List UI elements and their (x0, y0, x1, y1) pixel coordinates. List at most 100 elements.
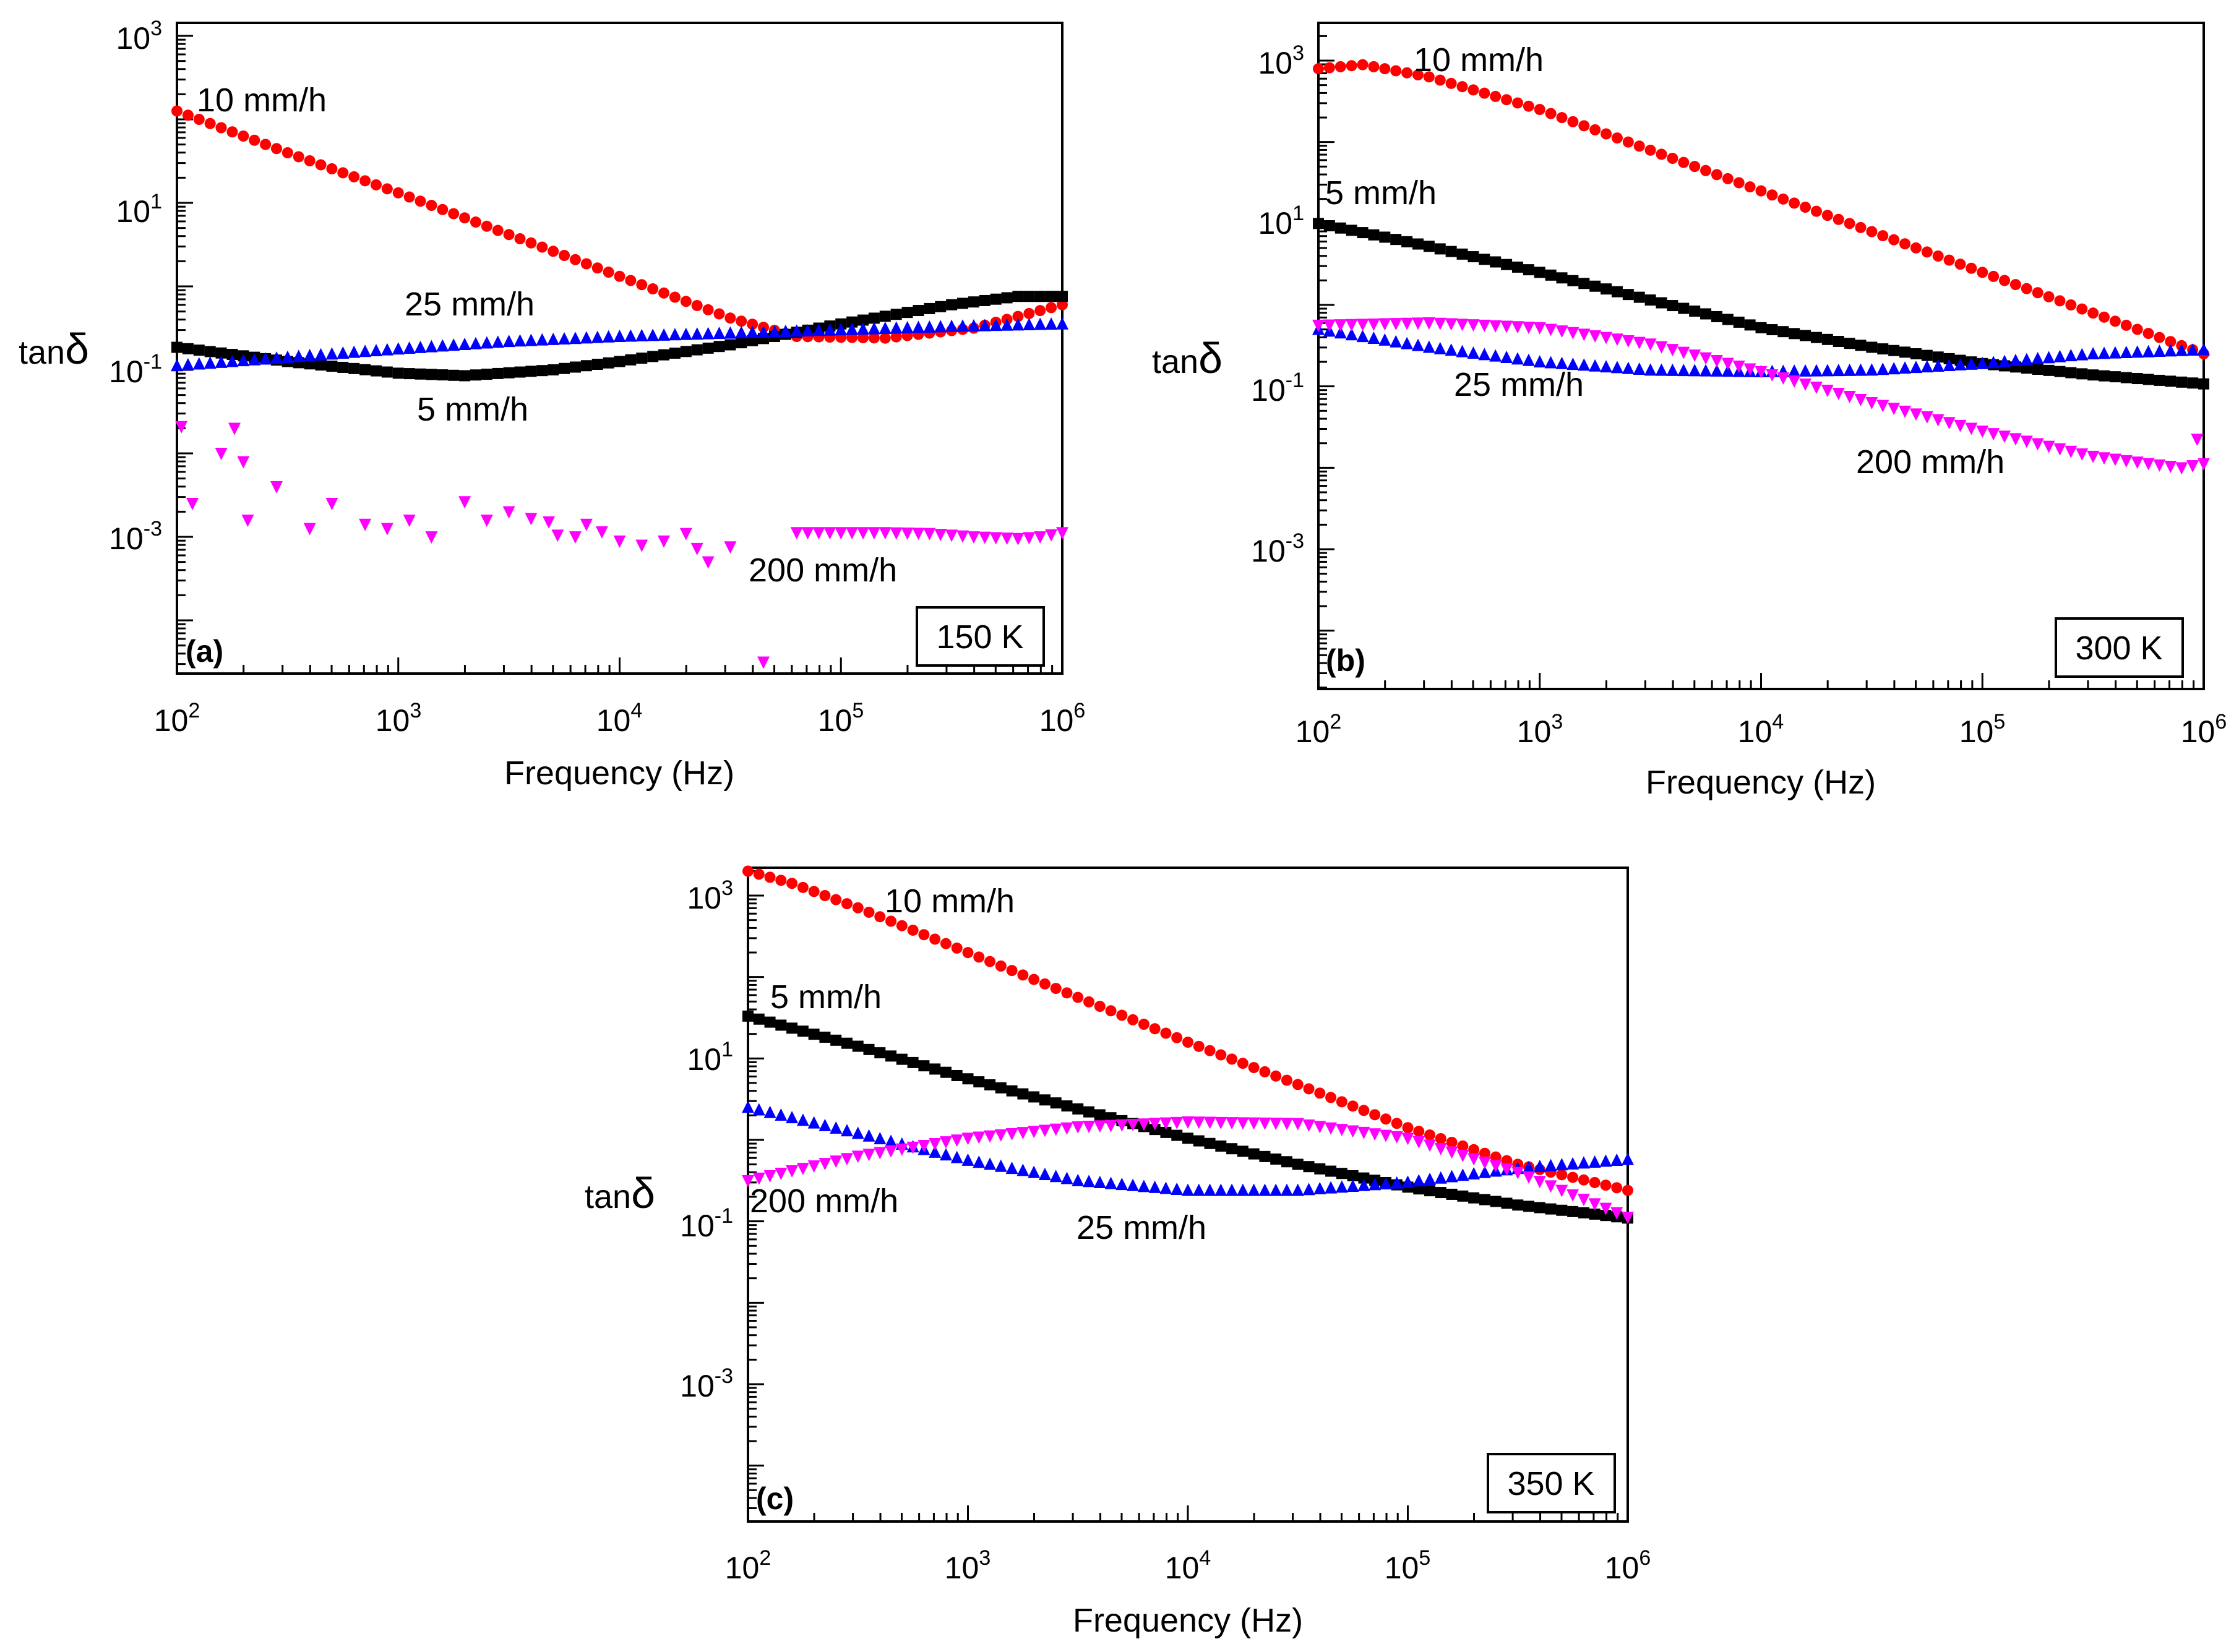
data-point-200-mm-h (1433, 317, 1446, 330)
data-point-25-mm-h (2053, 349, 2066, 362)
data-point-10-mm-h (995, 960, 1007, 972)
data-point-25-mm-h (1028, 1165, 1041, 1178)
data-point-25-mm-h (1270, 1183, 1283, 1196)
data-point-200-mm-h (1700, 352, 1712, 365)
data-point-10-mm-h (1017, 969, 1029, 981)
data-point-5-mm-h (171, 341, 183, 353)
data-point-200-mm-h (1732, 361, 1745, 374)
data-point-10-mm-h (1446, 1136, 1458, 1148)
data-point-5-mm-h (1303, 1161, 1315, 1173)
data-point-5-mm-h (995, 1082, 1007, 1093)
data-point-25-mm-h (1976, 356, 1989, 369)
data-point-10-mm-h (702, 304, 714, 315)
data-point-5-mm-h (1313, 218, 1324, 229)
data-point-25-mm-h (690, 327, 703, 340)
series-annotation: 5 mm/h (1325, 174, 1437, 212)
data-point-200-mm-h (1445, 1146, 1458, 1159)
data-point-5-mm-h (1644, 294, 1656, 306)
data-point-10-mm-h (1423, 71, 1435, 83)
data-point-10-mm-h (1578, 1174, 1589, 1186)
data-point-25-mm-h (1478, 1165, 1491, 1178)
data-point-200-mm-h (1489, 320, 1502, 333)
data-point-10-mm-h (514, 233, 526, 245)
data-point-25-mm-h (801, 323, 814, 336)
y-axis-label-c: tanδ (585, 1169, 655, 1217)
data-point-5-mm-h (1023, 291, 1035, 302)
data-point-25-mm-h (359, 345, 372, 357)
data-point-5-mm-h (901, 307, 913, 319)
data-point-25-mm-h (369, 343, 382, 356)
data-point-5-mm-h (907, 1056, 919, 1068)
data-point-200-mm-h (1171, 1116, 1184, 1129)
temperature-label-c: 350 K (1507, 1465, 1594, 1502)
data-point-200-mm-h (967, 531, 980, 544)
data-point-25-mm-h (226, 354, 239, 367)
data-point-10-mm-h (1744, 181, 1756, 193)
data-point-10-mm-h (503, 229, 515, 241)
data-point-10-mm-h (1424, 1129, 1436, 1141)
data-point-200-mm-h (359, 518, 372, 531)
data-point-200-mm-h (1148, 1118, 1161, 1131)
data-point-10-mm-h (1988, 270, 2000, 282)
data-point-200-mm-h (1976, 426, 1989, 439)
data-point-25-mm-h (1445, 343, 1458, 356)
data-point-200-mm-h (543, 516, 556, 529)
data-point-25-mm-h (1644, 363, 1657, 376)
data-point-5-mm-h (1766, 324, 1778, 336)
data-point-200-mm-h (945, 529, 958, 542)
data-point-10-mm-h (226, 126, 238, 138)
data-point-200-mm-h (895, 1143, 908, 1156)
data-point-10-mm-h (2142, 328, 2154, 340)
data-point-10-mm-h (669, 291, 681, 303)
data-point-10-mm-h (747, 319, 758, 330)
data-point-5-mm-h (1888, 345, 1900, 356)
data-point-5-mm-h (1323, 220, 1335, 232)
data-point-10-mm-h (1248, 1062, 1260, 1074)
data-point-5-mm-h (1012, 291, 1024, 302)
data-point-5-mm-h (1678, 302, 1690, 314)
data-point-5-mm-h (1325, 1165, 1337, 1177)
data-point-25-mm-h (1012, 318, 1025, 331)
data-point-200-mm-h (1655, 341, 1668, 354)
data-point-10-mm-h (569, 254, 581, 265)
data-point-25-mm-h (1379, 1177, 1392, 1190)
data-point-200-mm-h (2076, 448, 2089, 461)
data-point-25-mm-h (1610, 361, 1623, 374)
data-point-200-mm-h (1468, 1153, 1480, 1166)
data-point-10-mm-h (1072, 991, 1084, 1003)
data-point-10-mm-h (1336, 1096, 1347, 1108)
data-point-200-mm-h (1500, 320, 1513, 333)
data-point-10-mm-h (1456, 81, 1468, 93)
data-point-200-mm-h (2131, 456, 2144, 469)
tick-marks-a (176, 35, 1064, 674)
data-point-25-mm-h (514, 334, 526, 347)
data-point-200-mm-h (1843, 390, 1856, 403)
data-point-25-mm-h (950, 1150, 963, 1163)
data-point-200-mm-h (2098, 452, 2111, 465)
data-point-25-mm-h (1291, 1183, 1304, 1196)
data-point-25-mm-h (580, 331, 593, 344)
data-point-25-mm-h (2198, 343, 2210, 356)
data-point-200-mm-h (819, 1158, 832, 1171)
data-point-200-mm-h (551, 529, 564, 542)
data-point-10-mm-h (636, 279, 648, 291)
data-point-10-mm-h (2043, 291, 2055, 302)
series-annotation: 25 mm/h (405, 286, 535, 323)
data-point-10-mm-h (1534, 104, 1545, 115)
data-point-25-mm-h (458, 337, 471, 350)
data-point-10-mm-h (304, 155, 316, 166)
data-point-200-mm-h (1799, 378, 1812, 391)
data-point-5-mm-h (808, 1029, 820, 1040)
data-point-10-mm-h (1601, 128, 1612, 140)
data-point-200-mm-h (525, 513, 538, 526)
data-point-25-mm-h (215, 355, 228, 368)
data-point-10-mm-h (1028, 974, 1040, 985)
temperature-label-a: 150 K (936, 618, 1023, 656)
data-point-25-mm-h (779, 324, 792, 337)
data-point-5-mm-h (973, 1076, 985, 1088)
data-point-10-mm-h (1789, 197, 1800, 209)
data-point-25-mm-h (1192, 1183, 1205, 1196)
data-point-10-mm-h (918, 929, 930, 941)
data-point-5-mm-h (548, 364, 559, 375)
data-point-200-mm-h (1422, 317, 1435, 330)
